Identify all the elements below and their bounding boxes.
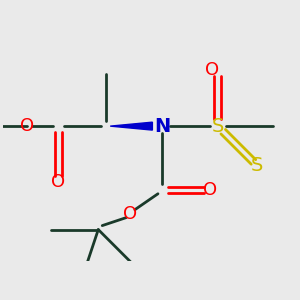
Text: O: O (20, 117, 34, 135)
Text: O: O (205, 61, 219, 80)
Text: N: N (154, 117, 170, 136)
Polygon shape (110, 122, 152, 130)
Text: O: O (51, 173, 65, 191)
Text: O: O (202, 181, 217, 199)
Text: O: O (123, 205, 137, 223)
Text: S: S (251, 156, 264, 176)
Text: S: S (212, 117, 224, 136)
